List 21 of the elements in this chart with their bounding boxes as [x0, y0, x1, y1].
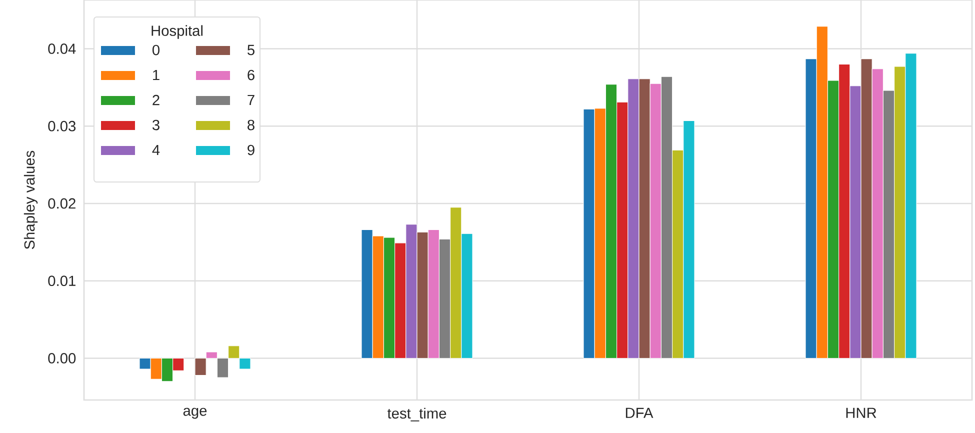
- x-tick-label: test_time: [387, 408, 446, 422]
- legend-label: 5: [248, 44, 254, 56]
- legend-label: 8: [248, 120, 254, 130]
- y-tick-label: 0.01: [48, 276, 76, 286]
- legend-label: 4: [152, 144, 160, 156]
- y-tick-label: 0.00: [48, 353, 76, 364]
- legend-title: Hospital: [152, 25, 203, 39]
- y-tick-label: 0.02: [48, 198, 76, 209]
- legend-label: 6: [248, 70, 254, 80]
- x-tick-label: DFA: [626, 408, 654, 418]
- x-tick-label: HNR: [846, 408, 876, 418]
- x-tick-label: age: [183, 408, 207, 419]
- legend-label: 2: [152, 94, 160, 106]
- legend-label: 0: [152, 44, 160, 56]
- y-tick-label: 0.04: [48, 44, 76, 54]
- y-axis-title: Shapley values: [24, 150, 38, 250]
- legend-label: 9: [248, 144, 254, 156]
- legend-label: 3: [152, 120, 160, 130]
- legend-label: 7: [248, 94, 254, 106]
- y-tick-label: 0.03: [48, 120, 76, 132]
- legend-label: 1: [153, 70, 160, 80]
